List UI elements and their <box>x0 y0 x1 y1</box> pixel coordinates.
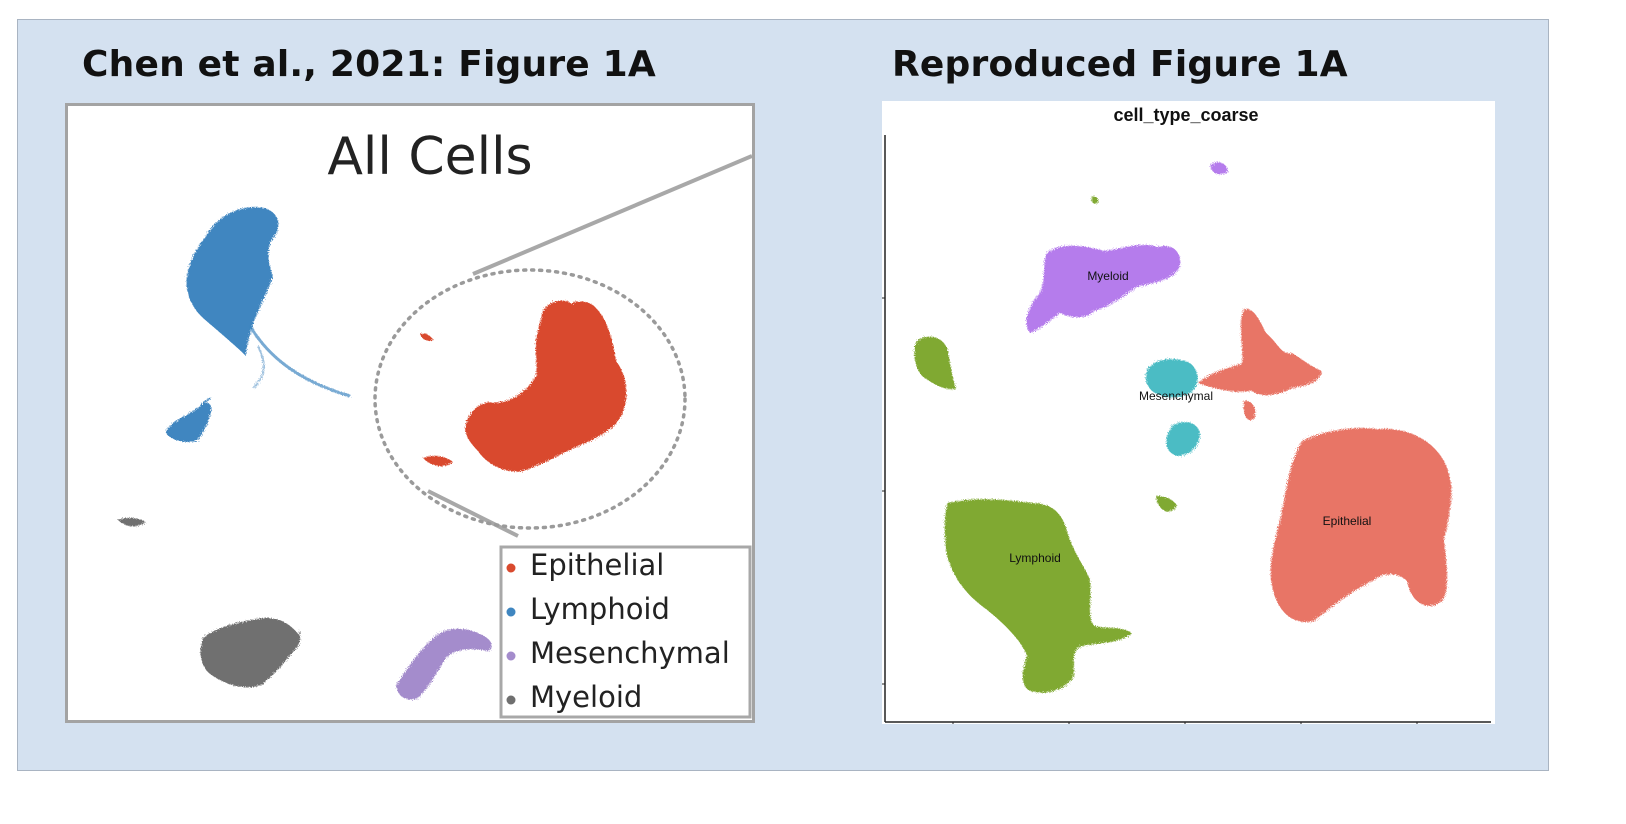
reproduced-umap-panel: cell_type_coarse <box>882 101 1495 725</box>
legend-label-mesenchymal: Mesenchymal <box>530 636 730 670</box>
lymphoid-cluster <box>186 207 279 356</box>
original-umap-plot: All Cells Epithel <box>118 127 753 719</box>
myeloid-cluster <box>200 618 301 688</box>
lymphoid-trail <box>248 325 351 398</box>
reproduced-umap-plot: cell_type_coarse <box>882 105 1491 725</box>
lymphoid-fragment <box>1156 496 1177 512</box>
mesenchymal-cluster-small <box>1166 421 1200 456</box>
cluster-label-myeloid: Myeloid <box>1087 269 1128 283</box>
epithelial-cluster-upper <box>1198 308 1322 396</box>
legend-swatch-myeloid <box>506 695 516 705</box>
axis-ticks <box>882 297 1418 725</box>
lymphoid-cluster-left <box>914 336 956 390</box>
legend-label-lymphoid: Lymphoid <box>530 592 670 626</box>
epithelial-cluster-main <box>1270 428 1452 622</box>
epithelial-fragment-2 <box>420 333 434 341</box>
cluster-label-mesenchymal: Mesenchymal <box>1139 389 1213 403</box>
lymphoid-dot <box>1091 196 1099 204</box>
original-umap-panel: All Cells Epithel <box>65 103 755 723</box>
lymphoid-trail-2 <box>252 345 265 389</box>
epithelial-cluster <box>465 300 627 472</box>
epithelial-fragment <box>1243 400 1256 421</box>
lymphoid-cluster-main <box>944 499 1132 693</box>
zoom-line-bottom <box>427 489 519 538</box>
myeloid-fragment <box>1210 162 1228 175</box>
zoom-line-top <box>472 154 753 276</box>
original-plot-title: All Cells <box>327 127 532 187</box>
lymphoid-cluster-small <box>166 397 212 443</box>
legend-label-epithelial: Epithelial <box>530 548 664 582</box>
mesenchymal-cluster <box>396 628 492 700</box>
mesenchymal-cluster <box>1145 358 1198 398</box>
zoom-circle <box>373 268 687 530</box>
cluster-label-lymphoid: Lymphoid <box>1009 551 1061 565</box>
legend-swatch-mesenchymal <box>506 651 516 661</box>
legend-swatch-epithelial <box>506 563 516 573</box>
reproduced-plot-title: cell_type_coarse <box>1113 105 1258 125</box>
legend-label-myeloid: Myeloid <box>530 680 642 714</box>
myeloid-cluster <box>1026 244 1181 333</box>
myeloid-cluster-small <box>118 517 146 527</box>
left-figure-title: Chen et al., 2021: Figure 1A <box>82 44 656 85</box>
epithelial-fragment-1 <box>423 455 453 467</box>
cluster-label-epithelial: Epithelial <box>1323 514 1372 528</box>
legend: Epithelial Lymphoid Mesenchymal Myeloid <box>499 545 752 719</box>
legend-swatch-lymphoid <box>506 607 516 617</box>
right-figure-title: Reproduced Figure 1A <box>892 44 1348 85</box>
